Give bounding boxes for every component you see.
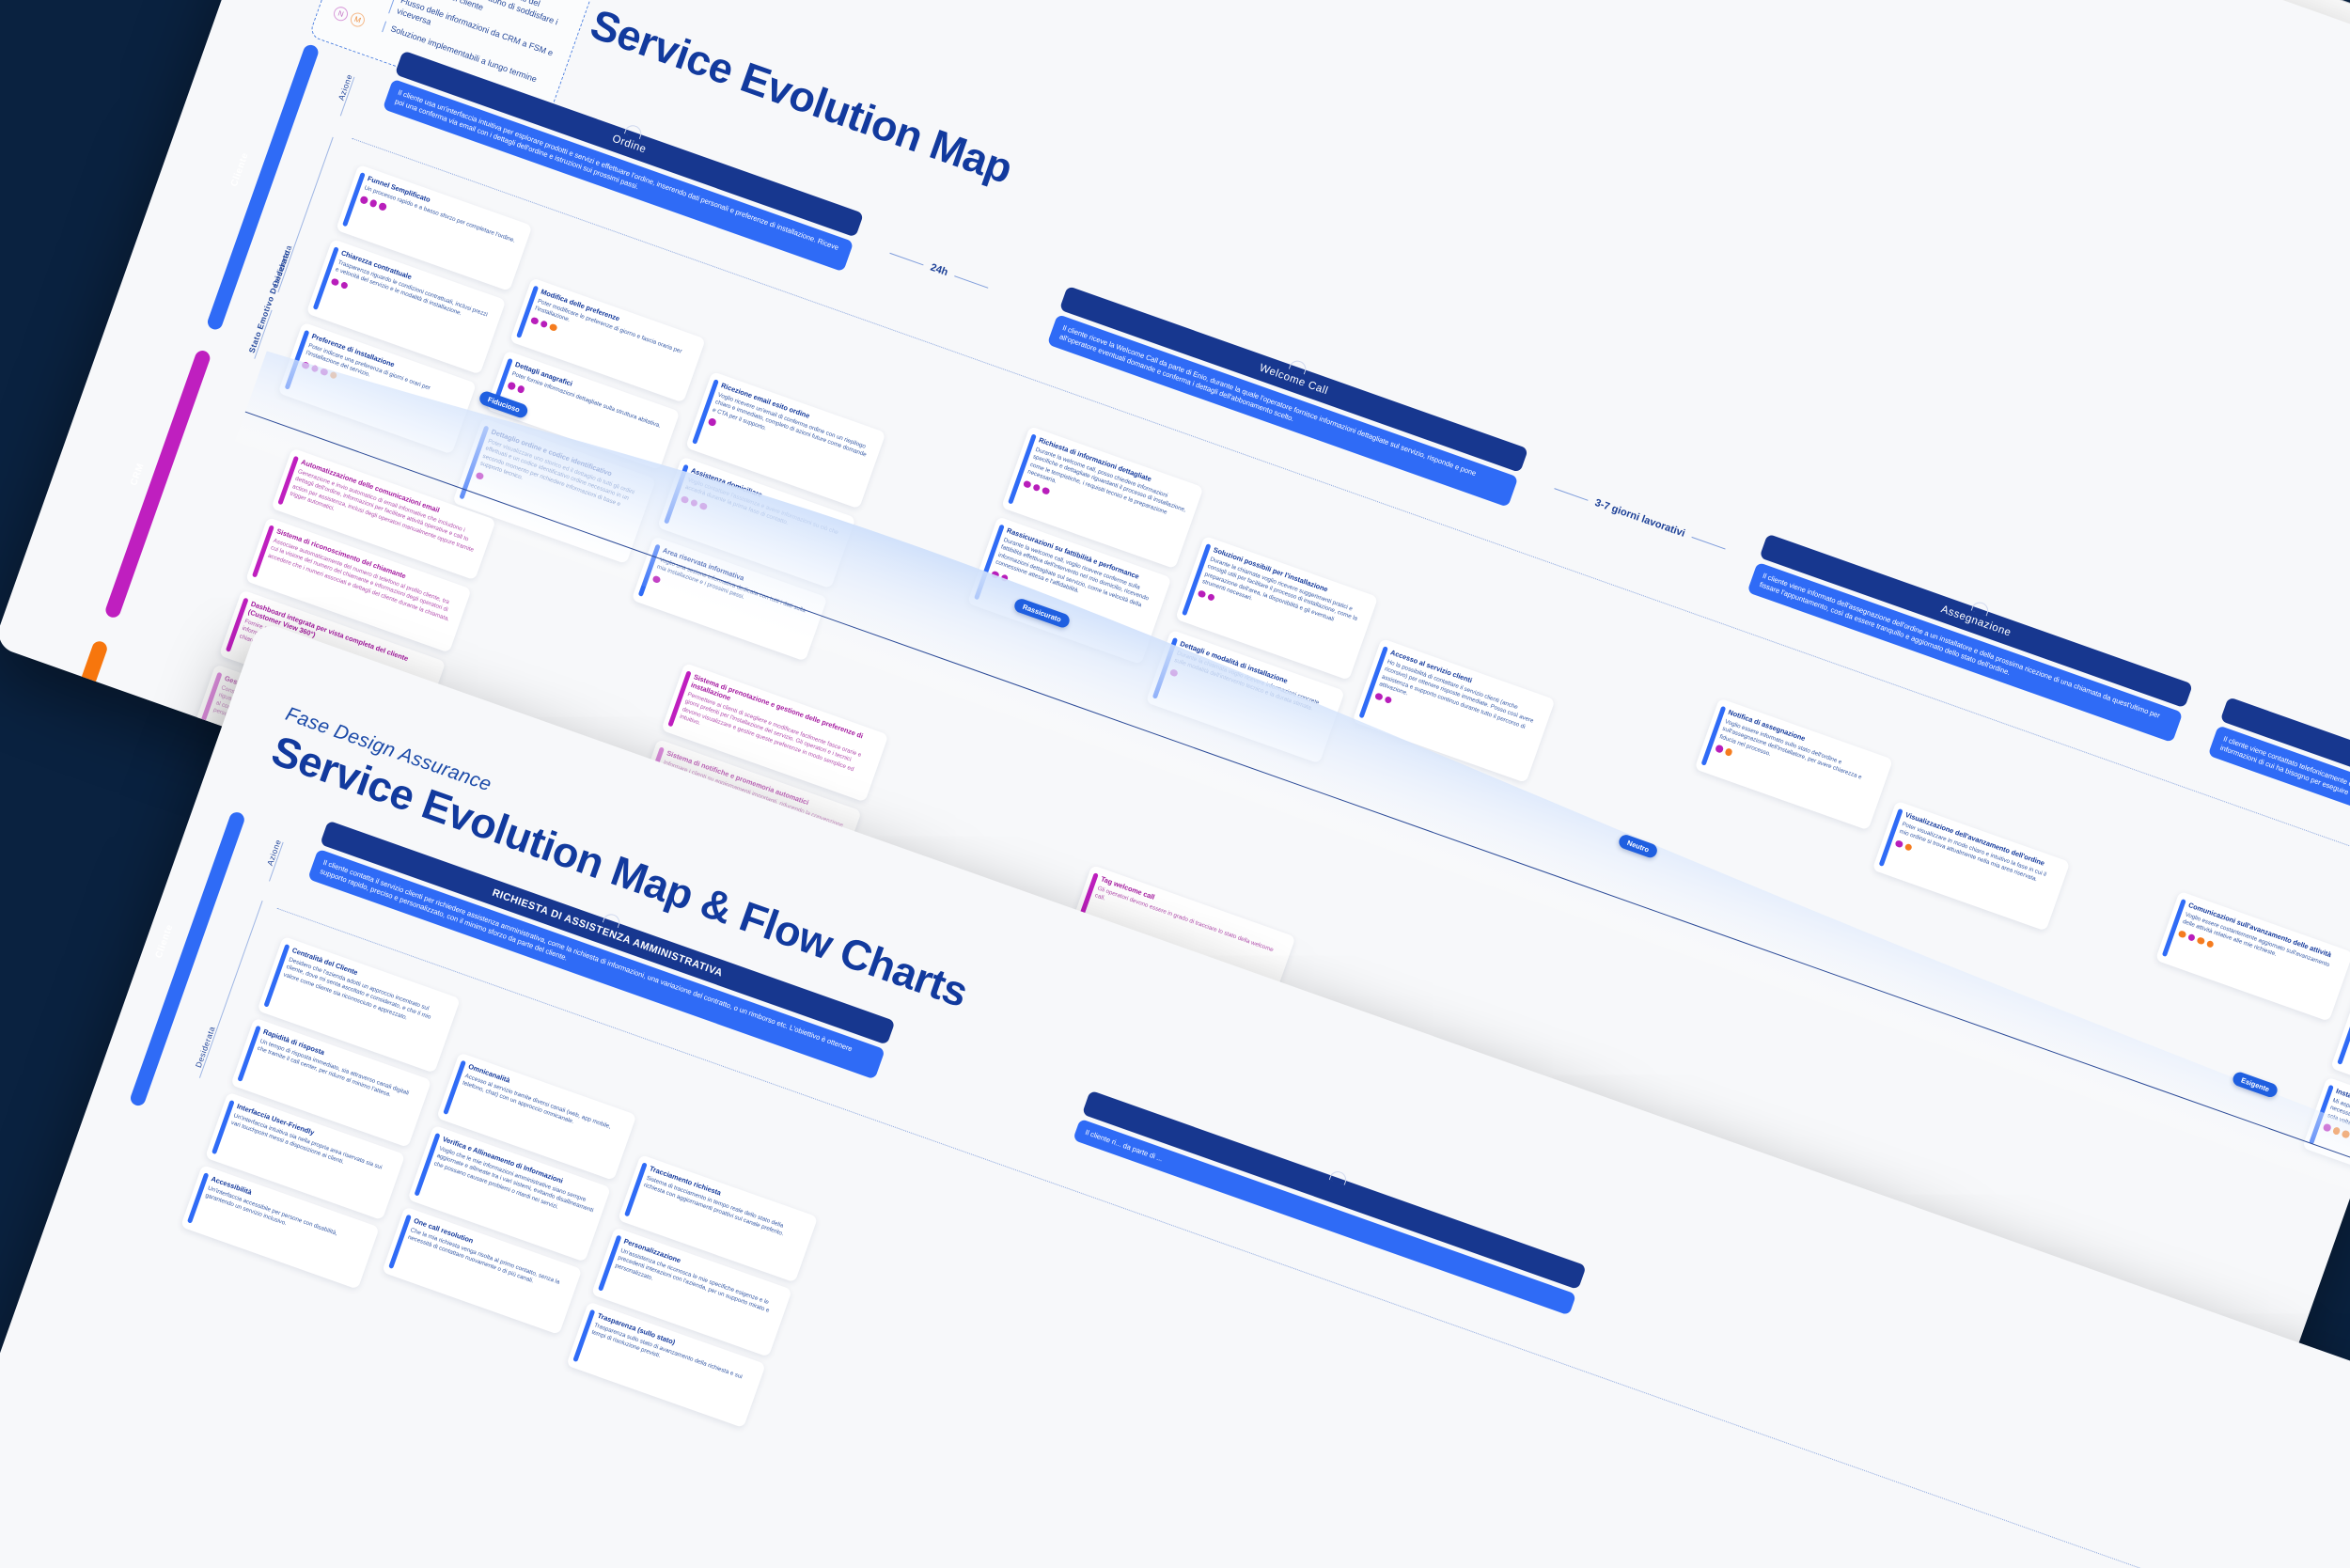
lane-label-fsm: FSM [36, 726, 54, 751]
phase-name: Ordine [610, 133, 649, 156]
emotion-pill-esigente: Esigente [2231, 1070, 2280, 1100]
sublane-label-azione: Azione [336, 72, 354, 102]
desiderata-card[interactable]: Visualizzazione dell'avanzamento dell'or… [1872, 800, 2071, 932]
card-body: Un processo rapido e a basso sforzo per … [363, 184, 517, 244]
lane-label-cliente: Cliente [228, 150, 251, 188]
phase-description: Il cliente viene informato dell'assegnaz… [1747, 561, 2184, 743]
timing-3-7-giorni: 3-7 giorni lavorativi [1553, 482, 1728, 554]
phase-nub-icon [1328, 1168, 1349, 1185]
sublane-label-stato-emotivo: Stato Emotivo Desiderato [246, 248, 292, 354]
timing-24h: 24h [888, 247, 991, 292]
lane-label-cliente-2: Cliente [153, 922, 176, 960]
timing-label: 3-7 giorni lavorativi [1593, 496, 1687, 540]
emotion-pill-neutro: Neutro [1617, 833, 1660, 860]
requirement-m-outline-icon: M [348, 10, 367, 29]
lane-rail-cliente-2 [128, 809, 247, 1108]
desiderata-card[interactable]: Accesso al servizio clienti Ho la possib… [1352, 637, 1556, 783]
phase-appuntamento[interactable]: Appuntamento Il cliente viene contattato… [2207, 697, 2350, 906]
lane-label-crm: CRM [129, 462, 147, 488]
sublane-label-azione-2: Azione [264, 838, 284, 868]
requirement-n-outline-icon: N [331, 5, 350, 24]
lane-rail-kpi [0, 880, 24, 1045]
desiderata-card[interactable]: Notifica di assegnazione Voglio essere i… [1694, 698, 1893, 831]
lane-rail-fsm [19, 639, 110, 857]
lane-rail-cliente [205, 42, 321, 332]
timing-label: 24h [929, 261, 949, 279]
requirement-dots [2322, 1122, 2350, 1184]
lane-rail-crm [103, 348, 212, 619]
desiderata-card[interactable]: Comunicazioni sull'avanzamento delle att… [2154, 890, 2350, 1022]
